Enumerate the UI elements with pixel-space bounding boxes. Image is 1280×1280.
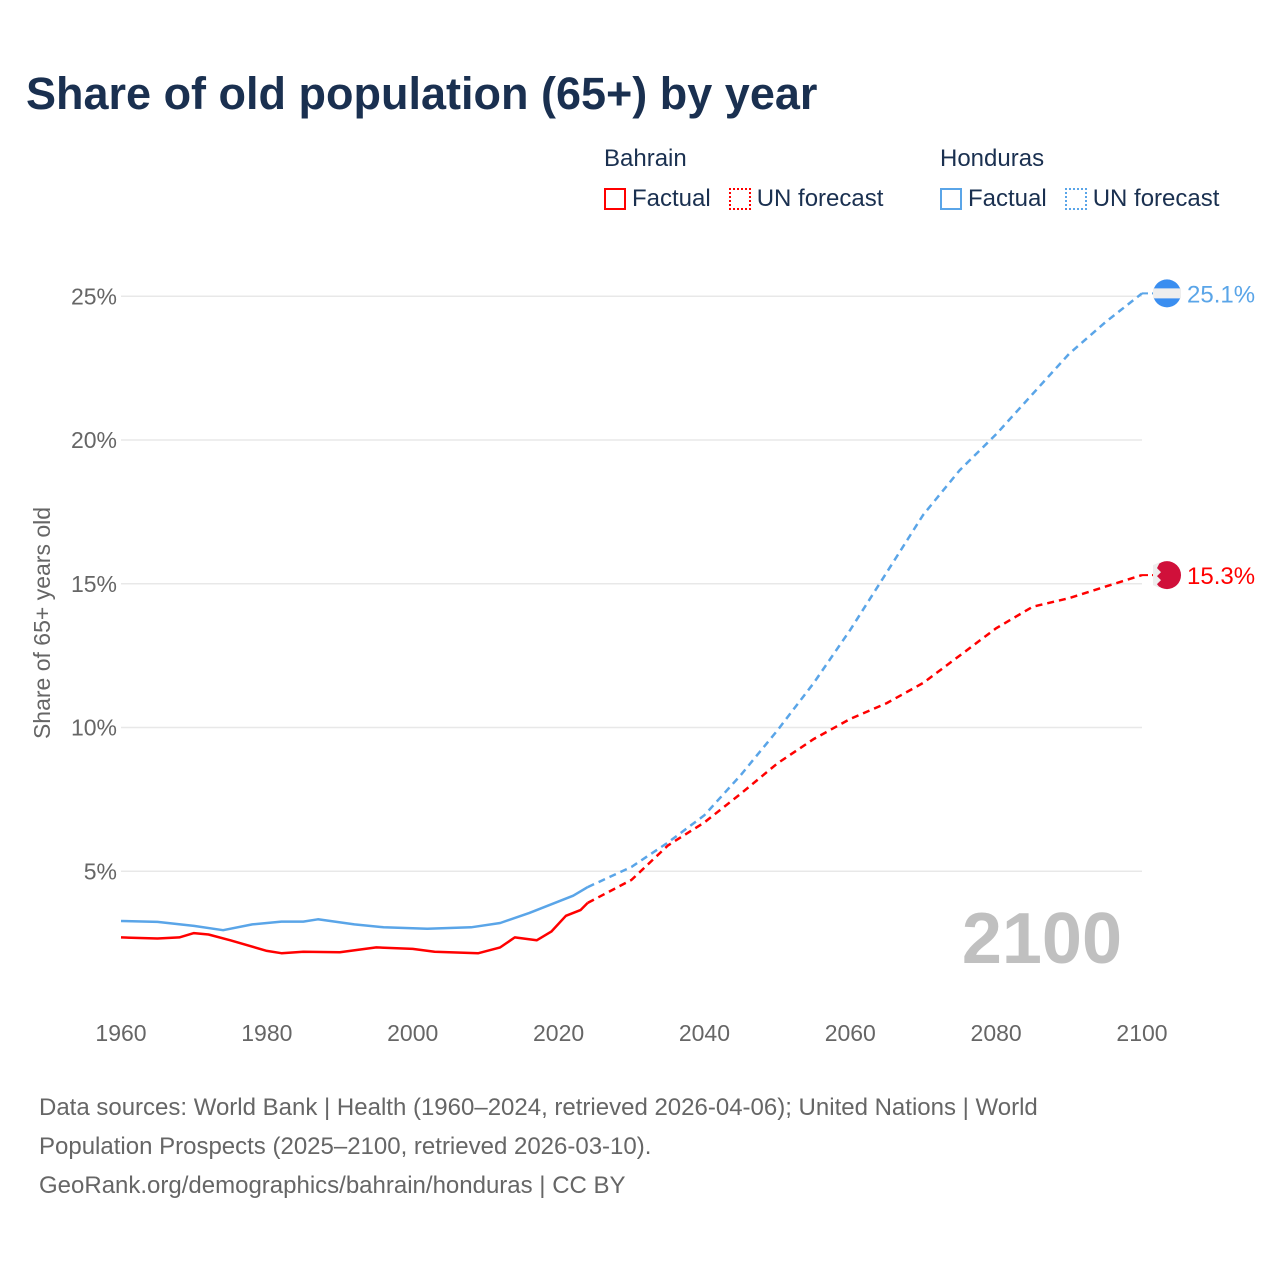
y-tick-label: 20%: [71, 427, 117, 453]
footer: Data sources: World Bank | Health (1960–…: [39, 1088, 1239, 1205]
legend-item-factual[interactable]: Factual: [604, 185, 711, 213]
x-tick-label: 2100: [1116, 1020, 1167, 1046]
legend-country: Bahrain: [604, 145, 687, 172]
legend-honduras: Honduras Factual UN forecast: [940, 145, 1219, 213]
dotted-swatch-icon: [728, 188, 751, 210]
dotted-swatch-icon: [1064, 188, 1087, 210]
honduras-factual-line: [120, 886, 589, 932]
solid-swatch-icon: [604, 188, 626, 210]
footer-sources-line: Data sources: World Bank | Health (1960–…: [39, 1094, 1038, 1121]
y-axis-label: Share of 65+ years old: [29, 507, 55, 739]
y-tick-label: 10%: [71, 715, 117, 741]
legend-label: UN forecast: [756, 185, 884, 212]
x-tick-label: 1960: [95, 1020, 146, 1046]
bahrain-factual-line: [120, 902, 589, 955]
legend-label: UN forecast: [1092, 185, 1220, 212]
y-tick-label: 15%: [71, 571, 117, 597]
x-tick-label: 2020: [533, 1020, 584, 1046]
honduras-forecast-line: [587, 292, 1143, 889]
y-tick-label: 5%: [84, 858, 117, 884]
x-tick-label: 2080: [971, 1020, 1022, 1046]
bahrain-end-value: 15.3%: [1187, 563, 1255, 590]
solid-swatch-icon: [940, 188, 962, 210]
honduras-end-value: 25.1%: [1187, 281, 1255, 308]
legend-label: Factual: [632, 185, 711, 212]
legend-bahrain: Bahrain Factual UN forecast: [604, 145, 883, 213]
x-tick-label: 2040: [679, 1020, 730, 1046]
x-tick-label: 1980: [241, 1020, 292, 1046]
x-tick-label: 2000: [387, 1020, 438, 1046]
bahrain-forecast-line: [587, 573, 1143, 905]
footer-sources-line: Population Prospects (2025–2100, retriev…: [39, 1133, 652, 1160]
legend-item-forecast[interactable]: UN forecast: [728, 185, 884, 213]
legend-item-factual[interactable]: Factual: [940, 185, 1047, 213]
legend-item-forecast[interactable]: UN forecast: [1064, 185, 1220, 213]
x-tick-label: 2060: [825, 1020, 876, 1046]
legend-country: Honduras: [940, 145, 1045, 172]
y-tick-label: 25%: [71, 283, 117, 309]
chart-title: Share of old population (65+) by year: [26, 68, 818, 119]
footer-attribution[interactable]: GeoRank.org/demographics/bahrain/hondura…: [39, 1172, 626, 1199]
legend-label: Factual: [968, 185, 1047, 212]
bahrain-flag-icon: [1153, 561, 1181, 590]
honduras-flag-icon: [1153, 279, 1181, 308]
year-watermark: 2100: [962, 899, 1122, 979]
